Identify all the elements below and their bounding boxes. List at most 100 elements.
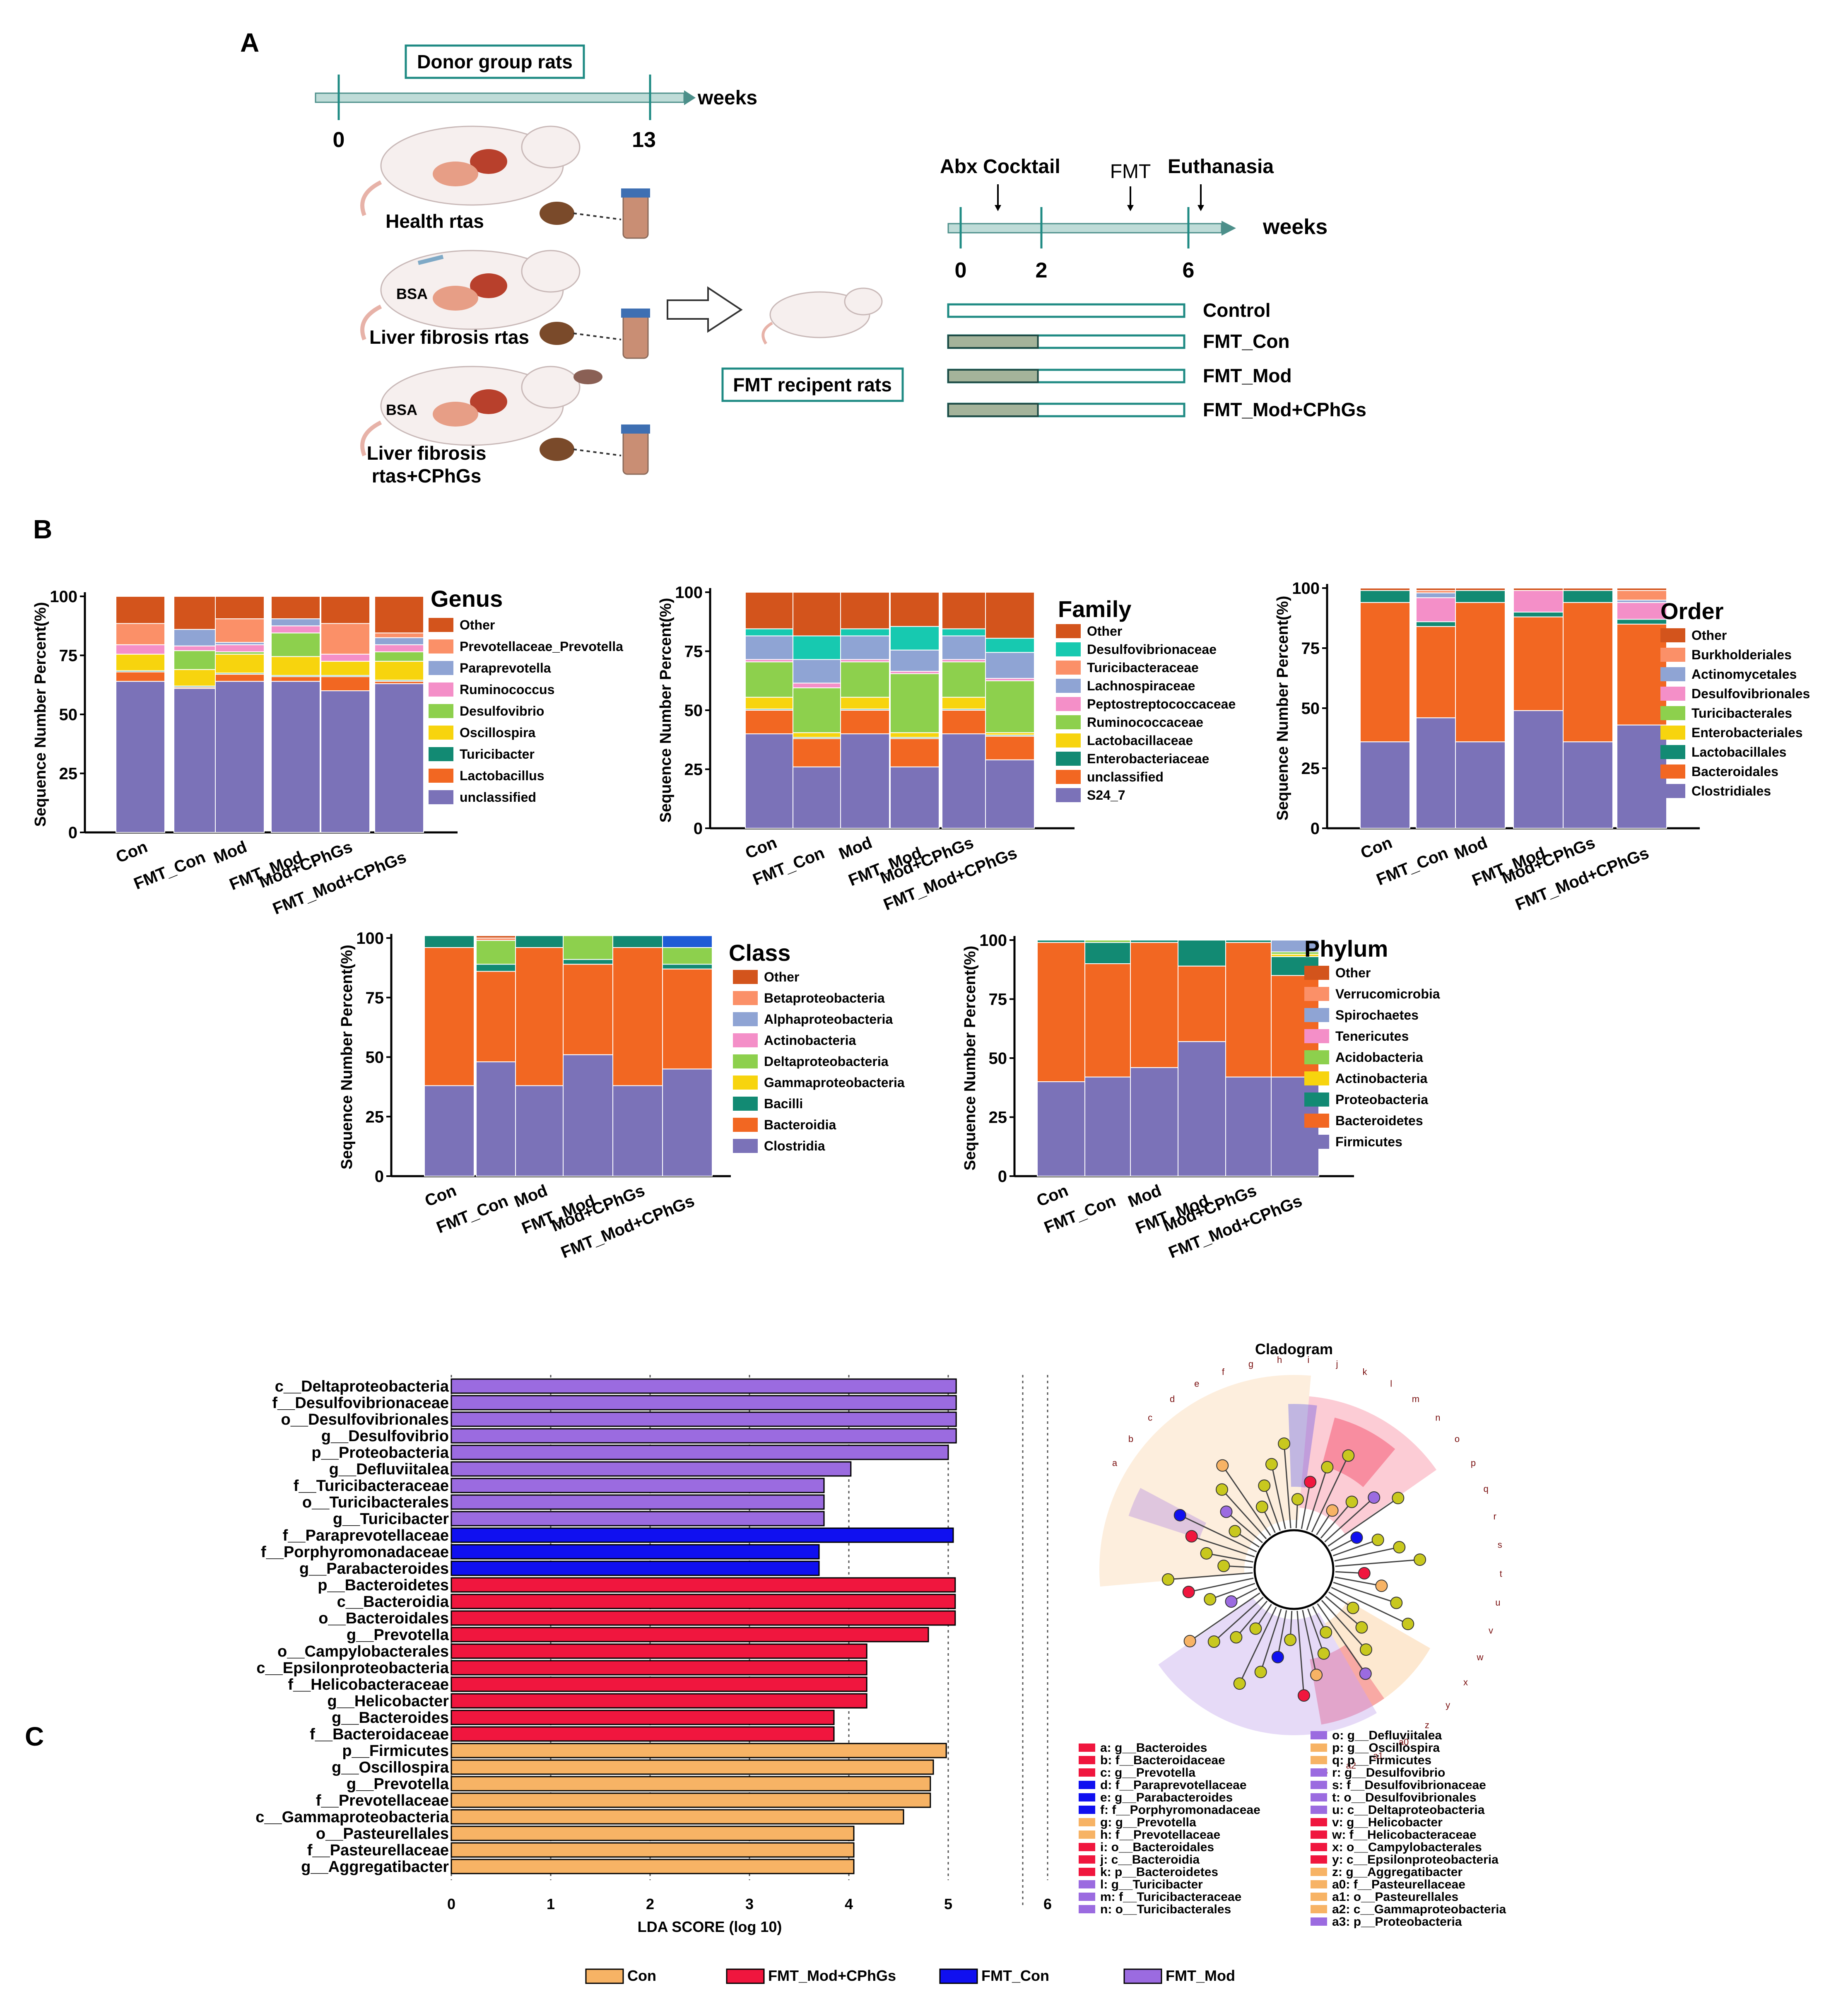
legend-swatch xyxy=(733,1054,758,1068)
bar-segment-FMTCon-Desulfovibrionaceae xyxy=(793,635,842,660)
bar-segment-Con-Bacteroidales xyxy=(1360,602,1410,743)
lda-bar-label: f__Bacteroidaceae xyxy=(310,1726,449,1743)
cladogram-key-label: y: c__Epsilonproteobacteria xyxy=(1332,1853,1499,1867)
legend-label: Peptostreptococcaceae xyxy=(1087,697,1236,711)
bar-segment-FMTMod-Desulfovibrionaceae xyxy=(890,626,940,651)
lda-bar-label: o__Turicibacterales xyxy=(302,1494,449,1511)
legend-swatch xyxy=(1056,697,1081,711)
recipient-tick-label-2: 2 xyxy=(1036,258,1048,282)
cphgs-arrow xyxy=(573,449,622,456)
legend-label: Proteobacteria xyxy=(1335,1092,1428,1107)
bar-segment-Mod-Other xyxy=(215,596,265,620)
legend-label: Paraprevotella xyxy=(460,661,551,675)
lda-bar-g__Aggregatibacter xyxy=(451,1859,855,1874)
health-arrow xyxy=(573,212,622,220)
cphgs-tube-cap xyxy=(621,424,650,434)
lda-bar-o__Campylobacterales xyxy=(451,1643,867,1659)
cladogram-node xyxy=(1414,1553,1426,1566)
lda-bar-label: g__Turicibacter xyxy=(333,1510,449,1528)
chart-title: Class xyxy=(729,940,790,966)
y-tick-label: 25 xyxy=(684,761,703,779)
fmt-con-sector xyxy=(1288,1404,1317,1488)
legend-swatch xyxy=(429,747,453,761)
legend-swatch xyxy=(1056,679,1081,693)
health-tube-cap xyxy=(621,188,650,198)
event-abx: Abx Cocktail xyxy=(940,156,1060,178)
bar-segment-Con-Proteobacteria xyxy=(1037,940,1085,943)
legend-label: Other xyxy=(460,617,495,632)
legend-swatch xyxy=(429,704,453,718)
cladogram-node xyxy=(1220,1505,1233,1518)
bar-segment-FMTMod-Bacilli xyxy=(563,959,613,965)
cladogram-key-label: a3: p__Proteobacteria xyxy=(1332,1915,1462,1929)
cladogram-key-label: o: g__Defluviitalea xyxy=(1332,1729,1442,1742)
legend-label: unclassified xyxy=(460,790,536,805)
bar-segment-ModCPhGs-Firmicutes xyxy=(1225,1076,1274,1177)
bar-segment-FMTCon-Other xyxy=(793,592,842,637)
legend-label: Bacilli xyxy=(764,1096,803,1111)
legend-label: Deltaproteobacteria xyxy=(764,1054,889,1069)
bar-segment-Con-Lactobacillaceae xyxy=(745,697,795,710)
cladogram-key-label: a1: o__Pasteurellales xyxy=(1332,1890,1458,1904)
fibrosis-syringe xyxy=(417,255,444,265)
bar-segment-FMTMod-Deltaproteobacteria xyxy=(563,935,613,960)
legend-swatch xyxy=(1056,770,1081,784)
cladogram-key-swatch xyxy=(1311,1843,1327,1851)
cladogram-branch xyxy=(1222,1465,1271,1536)
cladogram-branch xyxy=(1332,1539,1378,1557)
bar-segment-Con-S247 xyxy=(745,733,795,829)
legend-label: Desulfovibrionales xyxy=(1691,686,1810,701)
cladogram-key-swatch xyxy=(1311,1731,1327,1739)
bar-segment-ModCPhGs-Bacteroidetes xyxy=(1225,942,1274,1078)
legend-label: Lachnospiraceae xyxy=(1087,678,1195,693)
lda-bar-g__Desulfovibrio xyxy=(451,1428,957,1444)
lda-tick-label: 4 xyxy=(845,1895,853,1912)
lda-bar-c__Epsilonproteobacteria xyxy=(451,1660,867,1676)
cladogram-key-swatch xyxy=(1311,1917,1327,1926)
cladogram-node xyxy=(1355,1621,1368,1634)
bar-segment-Mod-S247 xyxy=(840,733,890,829)
bar-segment-FMTMod-Ruminococcus xyxy=(271,625,320,634)
cladogram-branch xyxy=(1333,1582,1397,1604)
bar-segment-FMTCon-Firmicutes xyxy=(1084,1076,1133,1177)
cladogram-branch xyxy=(1236,1601,1268,1638)
y-tick-label: 75 xyxy=(989,991,1007,1009)
treatment-abx-fill-2 xyxy=(947,335,1039,349)
group-label-cphgs-line2: rtas+CPhGs xyxy=(372,465,482,487)
cladogram-node xyxy=(1207,1635,1220,1648)
treatment-abx-fill-4 xyxy=(947,403,1039,417)
cladogram-letter: j xyxy=(1336,1359,1338,1369)
cladogram-letter: b xyxy=(1128,1434,1133,1444)
cladogram-branch xyxy=(1210,1582,1255,1600)
legend-label: Bacteroidia xyxy=(764,1117,836,1132)
cladogram-node xyxy=(1392,1492,1405,1505)
cladogram-key-label: c: g__Prevotella xyxy=(1100,1766,1195,1780)
lda-bar-label: p__Bacteroidetes xyxy=(318,1577,449,1594)
bar-segment-FMTModCPhGs-Other xyxy=(374,596,424,634)
cladogram-key-swatch xyxy=(1079,1793,1095,1801)
fibrosis-rat-tail xyxy=(360,304,382,340)
cladogram-letter: f xyxy=(1222,1367,1225,1377)
bar-segment-FMTMod-Lactobacillales xyxy=(1513,612,1564,617)
legend-swatch xyxy=(1660,764,1685,779)
bar-segment-FMTMod-Lactobacillaceae xyxy=(890,732,940,738)
bar-segment-Mod-Other xyxy=(1455,588,1506,591)
legend-swatch xyxy=(1660,687,1685,701)
bar-segment-ModCPhGs-unclassified xyxy=(320,690,370,833)
cladogram-node xyxy=(1375,1580,1388,1592)
legend-swatch xyxy=(1660,628,1685,642)
lda-bar-label: o__Campylobacterales xyxy=(277,1643,449,1660)
cladogram-branch xyxy=(1320,1501,1352,1539)
legend-label: Desulfovibrio xyxy=(460,704,544,719)
lda-bar-label: f__Pasteurellaceae xyxy=(307,1842,449,1859)
panel-a: A Donor group rats weeks 0 13 Health rta… xyxy=(240,28,1366,487)
legend-swatch xyxy=(1056,624,1081,638)
health-rat-gut xyxy=(433,162,478,186)
legend-label: Ruminococcus xyxy=(460,682,554,697)
bar-segment-ModCPhGs-Desulfovibrionaceae xyxy=(942,628,991,637)
cladogram-letter: l xyxy=(1390,1379,1392,1389)
cladogram-branch xyxy=(1325,1596,1362,1628)
cladogram-node xyxy=(1185,1530,1198,1543)
